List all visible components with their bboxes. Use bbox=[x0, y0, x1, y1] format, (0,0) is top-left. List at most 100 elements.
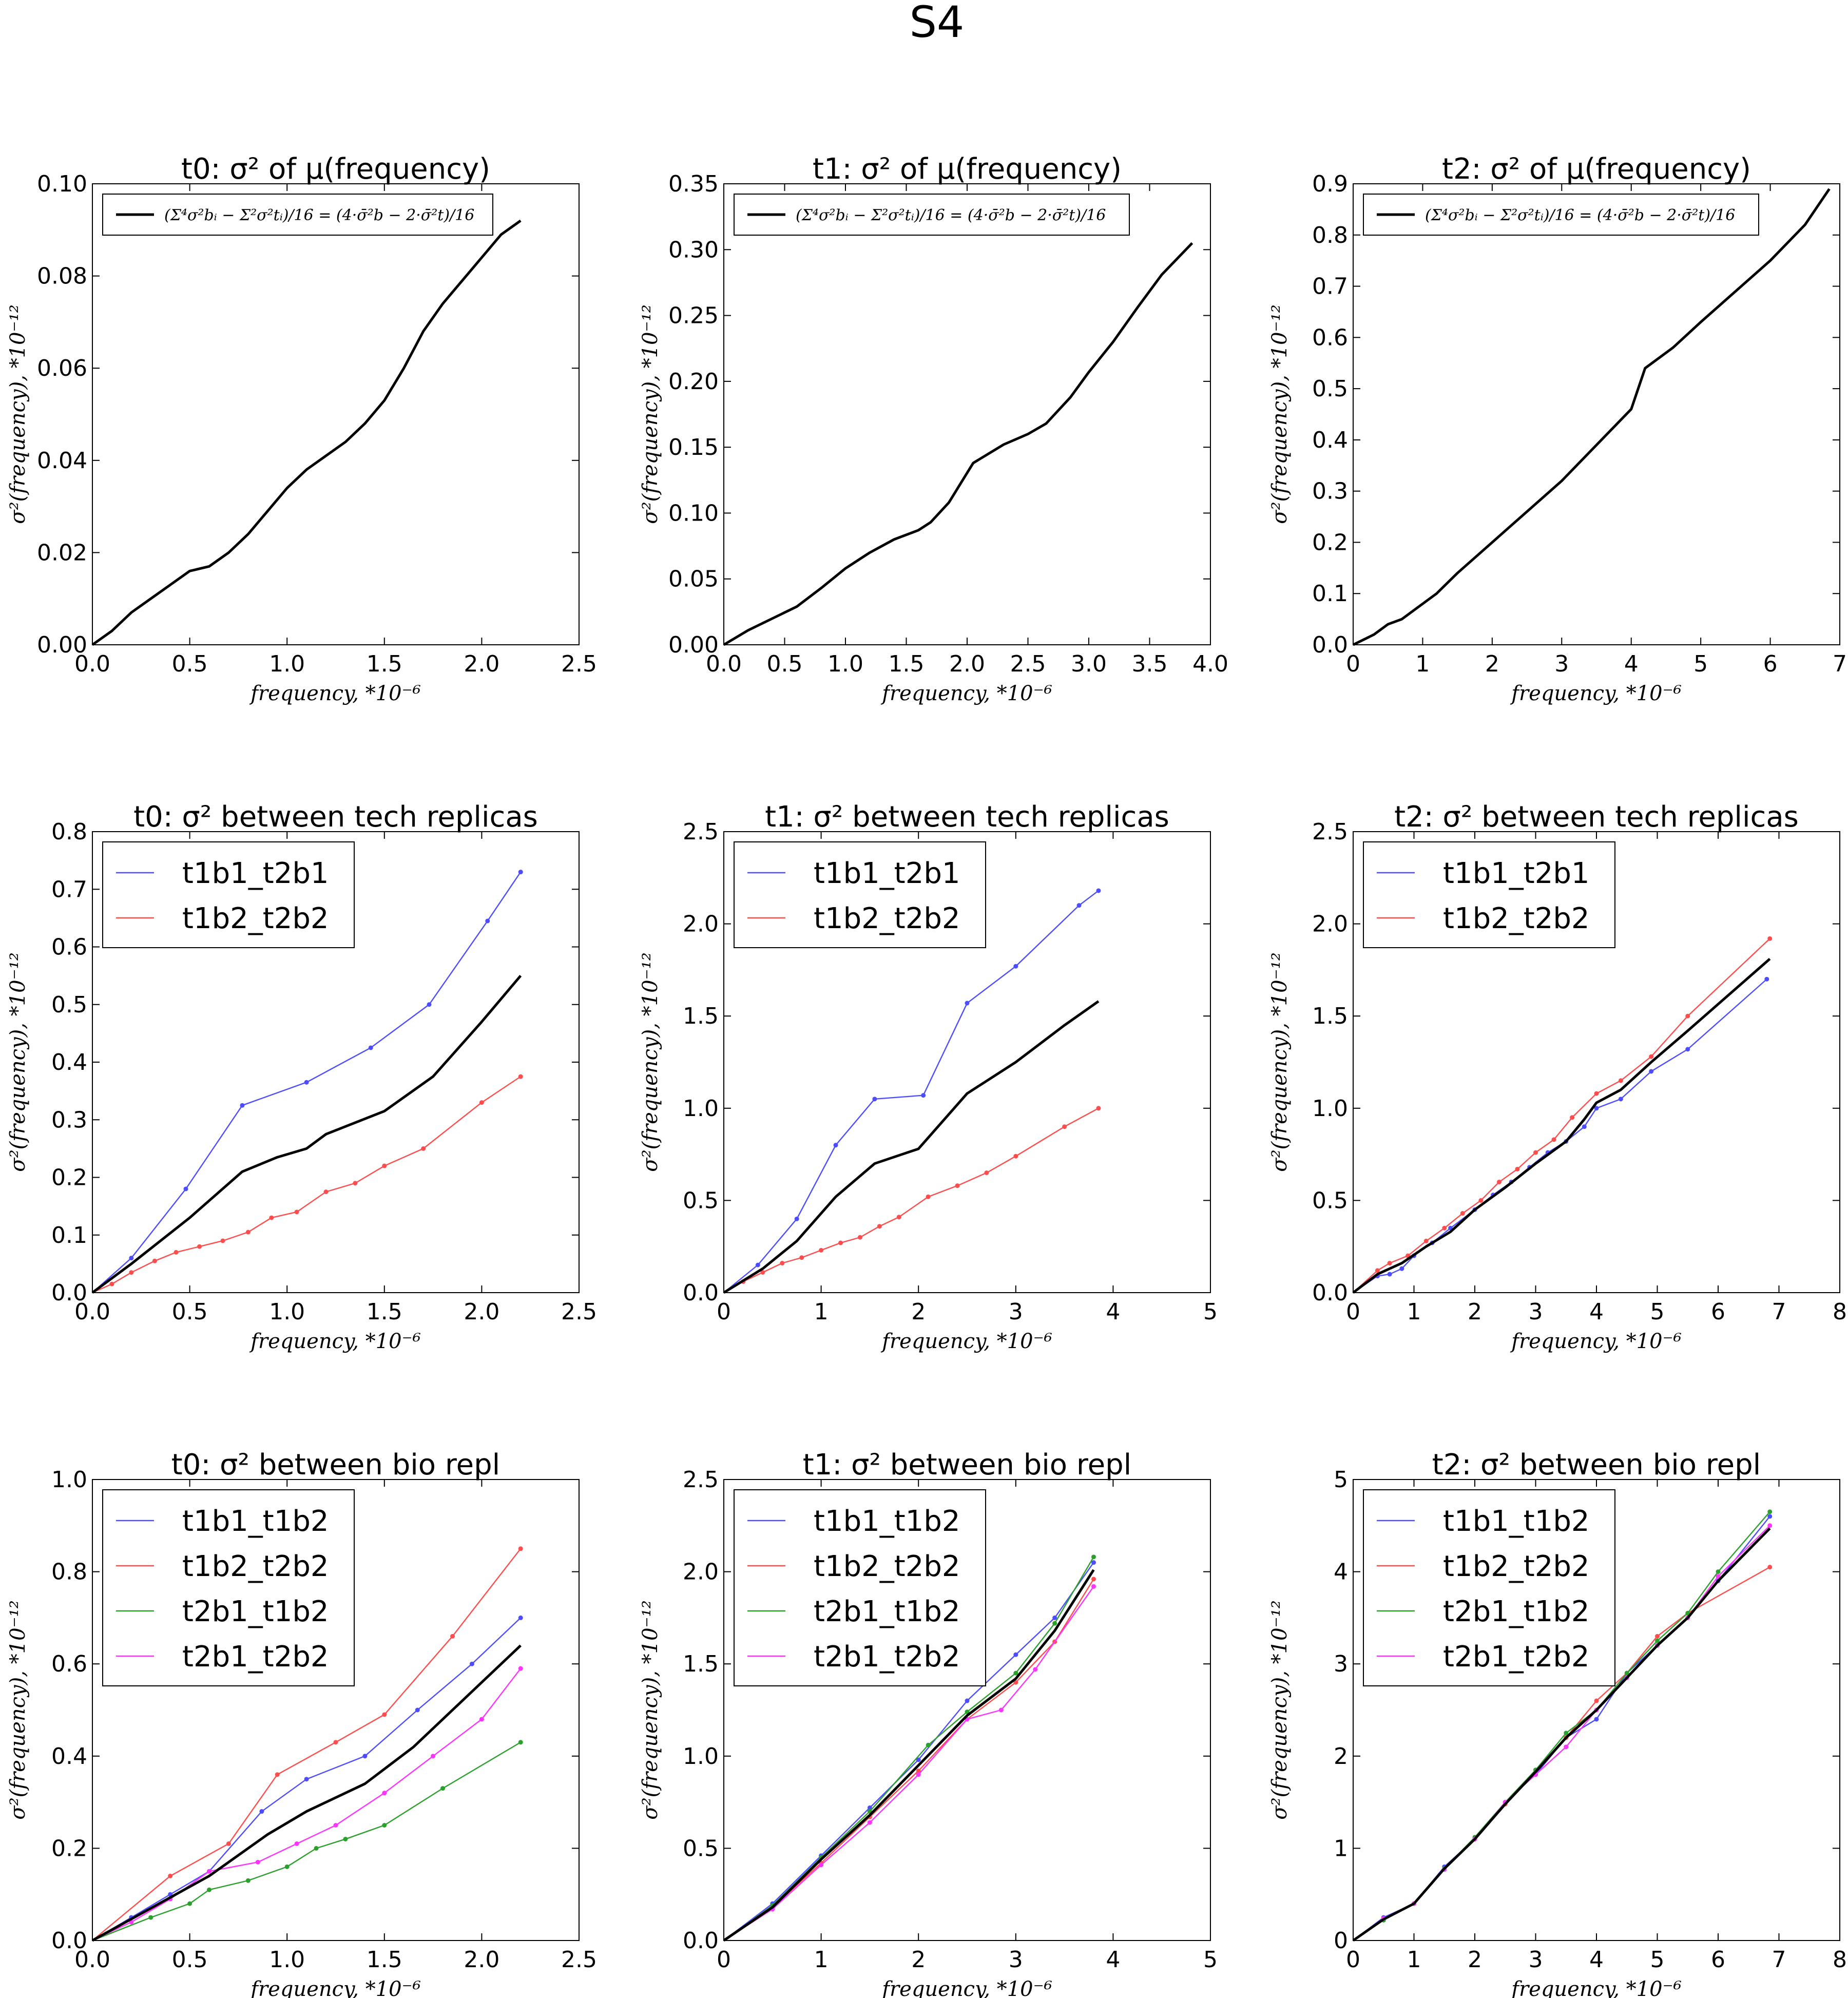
x-tick-label: 0.0 bbox=[74, 651, 110, 677]
data-point bbox=[1764, 976, 1769, 982]
data-point bbox=[1685, 1610, 1690, 1616]
chart-title: t0: σ² between tech replicas bbox=[133, 800, 538, 834]
data-point bbox=[1685, 1047, 1690, 1052]
x-tick-label: 2 bbox=[911, 1299, 926, 1325]
data-point bbox=[362, 1754, 368, 1759]
x-tick-label: 1.5 bbox=[889, 651, 925, 677]
legend: t1b1_t1b2 t1b2_t2b2 t2b1_t1b2 t2b1_t2b2 bbox=[734, 1489, 986, 1686]
x-tick-label: 3 bbox=[1554, 651, 1569, 677]
data-point bbox=[1460, 1211, 1465, 1216]
legend-label: t2b1_t2b2 bbox=[1443, 1640, 1590, 1674]
legend-box bbox=[734, 841, 986, 948]
legend: t1b1_t2b1 t1b2_t2b2 bbox=[1363, 841, 1615, 948]
y-tick-label: 2 bbox=[1334, 1743, 1348, 1770]
data-point bbox=[877, 1224, 882, 1229]
data-point bbox=[518, 1740, 523, 1745]
y-tick-label: 0.8 bbox=[51, 819, 87, 845]
x-tick-label: 2.5 bbox=[561, 651, 597, 677]
data-point bbox=[833, 1143, 838, 1148]
data-point bbox=[284, 1864, 290, 1869]
legend-label: t1b2_t2b2 bbox=[814, 1550, 960, 1583]
data-point bbox=[469, 1661, 474, 1666]
x-tick-label: 0 bbox=[1346, 651, 1360, 677]
y-tick-label: 0.06 bbox=[37, 355, 87, 381]
data-point bbox=[955, 1183, 960, 1188]
x-tick-label: 2 bbox=[1468, 1299, 1482, 1325]
x-tick-label: 1 bbox=[814, 1299, 829, 1325]
y-tick-label: 1.0 bbox=[1312, 1096, 1348, 1122]
y-axis-label: σ²(frequency), *10⁻¹² bbox=[6, 1600, 30, 1819]
y-tick-label: 3 bbox=[1334, 1651, 1348, 1677]
data-point bbox=[1013, 1670, 1018, 1676]
y-tick-label: 5 bbox=[1334, 1467, 1348, 1493]
data-point bbox=[1076, 903, 1082, 908]
x-tick-label: 8 bbox=[1833, 1299, 1847, 1325]
data-point bbox=[207, 1869, 212, 1874]
legend: (Σ⁴σ²bᵢ − Σ²σ²tᵢ)/16 = (4·σ̄²b − 2·σ̄²t)… bbox=[734, 194, 1130, 236]
chart-panel-6: t2: σ² between tech replicas 0 1 2 3 4 5 6 7 8 0.0… bbox=[1268, 800, 1847, 1353]
series-line-t1b2_t2b2 bbox=[92, 1548, 522, 1941]
x-tick-label: 6 bbox=[1711, 1947, 1725, 1973]
data-point bbox=[323, 1189, 329, 1195]
data-point bbox=[129, 1270, 134, 1275]
legend-label: t2b1_t1b2 bbox=[182, 1595, 329, 1628]
data-point bbox=[1052, 1615, 1057, 1620]
data-point bbox=[1375, 1268, 1380, 1273]
data-point bbox=[1594, 1698, 1599, 1703]
legend-box bbox=[734, 1489, 986, 1686]
x-tick-label: 2.5 bbox=[561, 1299, 597, 1325]
data-point bbox=[1387, 1261, 1392, 1266]
y-tick-label: 0 bbox=[1334, 1928, 1348, 1954]
y-axis-label: σ²(frequency), *10⁻¹² bbox=[1268, 304, 1292, 524]
data-point bbox=[965, 1709, 970, 1715]
data-point bbox=[1423, 1238, 1429, 1243]
series-line-t1b1_t1b2 bbox=[92, 1617, 522, 1942]
data-point bbox=[1515, 1166, 1520, 1171]
x-tick-label: 7 bbox=[1833, 651, 1847, 677]
plot-frame bbox=[92, 1479, 580, 1941]
data-point bbox=[867, 1820, 872, 1825]
data-point bbox=[294, 1841, 299, 1846]
x-tick-label: 2.5 bbox=[561, 1947, 597, 1973]
x-tick-label: 2.0 bbox=[464, 1947, 499, 1973]
data-point bbox=[129, 1256, 134, 1261]
series-line-mean bbox=[723, 1000, 1100, 1294]
data-point bbox=[109, 1281, 114, 1286]
x-tick-label: 5 bbox=[1693, 651, 1708, 677]
x-tick-label: 4 bbox=[1624, 651, 1639, 677]
data-point bbox=[1767, 936, 1773, 941]
data-point bbox=[333, 1740, 338, 1745]
y-tick-label: 2.5 bbox=[683, 819, 719, 845]
data-point bbox=[1767, 1509, 1773, 1514]
series-line-t1b2_t2b2 bbox=[723, 1107, 1099, 1294]
x-axis-label: frequency, *10⁻⁶ bbox=[1510, 682, 1682, 705]
y-tick-label: 0.08 bbox=[37, 263, 87, 290]
legend-label: (Σ⁴σ²bᵢ − Σ²σ²tᵢ)/16 = (4·σ̄²b − 2·σ̄²t)… bbox=[164, 206, 474, 224]
data-point bbox=[479, 1100, 484, 1105]
y-tick-label: 0.4 bbox=[51, 1049, 87, 1075]
data-point bbox=[479, 1717, 484, 1722]
x-tick-label: 1.0 bbox=[269, 651, 305, 677]
series-line-(Σ⁴σ²bᵢ − Σ²σ²tᵢ)/16 = (4·σ̄²b − 2·σ̄²t)/16 bbox=[1352, 188, 1831, 646]
x-tick-label: 0.0 bbox=[74, 1947, 110, 1973]
data-point bbox=[1624, 1670, 1629, 1676]
y-tick-label: 0.4 bbox=[51, 1743, 87, 1770]
data-point bbox=[415, 1707, 420, 1713]
x-tick-label: 1.0 bbox=[827, 651, 863, 677]
data-point bbox=[1564, 1731, 1569, 1736]
chart-panel-5: t1: σ² between tech replicas 0 1 2 3 4 5 0.0 0.5… bbox=[639, 800, 1218, 1353]
legend-label: t1b1_t2b1 bbox=[182, 857, 329, 890]
legend-label: t1b2_t2b2 bbox=[182, 902, 329, 935]
data-point bbox=[168, 1873, 173, 1878]
data-point bbox=[1767, 1514, 1773, 1519]
y-tick-label: 1.5 bbox=[683, 1651, 719, 1677]
legend-label: t1b2_t2b2 bbox=[1443, 902, 1590, 935]
legend-label: t1b1_t2b1 bbox=[1443, 857, 1590, 890]
y-tick-label: 0.9 bbox=[1312, 171, 1348, 197]
panels: t0: σ² of μ(frequency) 0.0 0.5 1.0 1.5 2.0 2.5… bbox=[6, 152, 1847, 1998]
data-point bbox=[1649, 1054, 1654, 1059]
x-axis-label: frequency, *10⁻⁶ bbox=[1510, 1977, 1682, 1998]
chart-title: t1: σ² between bio repl bbox=[803, 1448, 1131, 1482]
chart-panel-3: t2: σ² of μ(frequency) 0 1 2 3 4 5 6 7 0.0 0.1 0.2 0… bbox=[1268, 152, 1847, 705]
x-tick-label: 3.5 bbox=[1132, 651, 1168, 677]
